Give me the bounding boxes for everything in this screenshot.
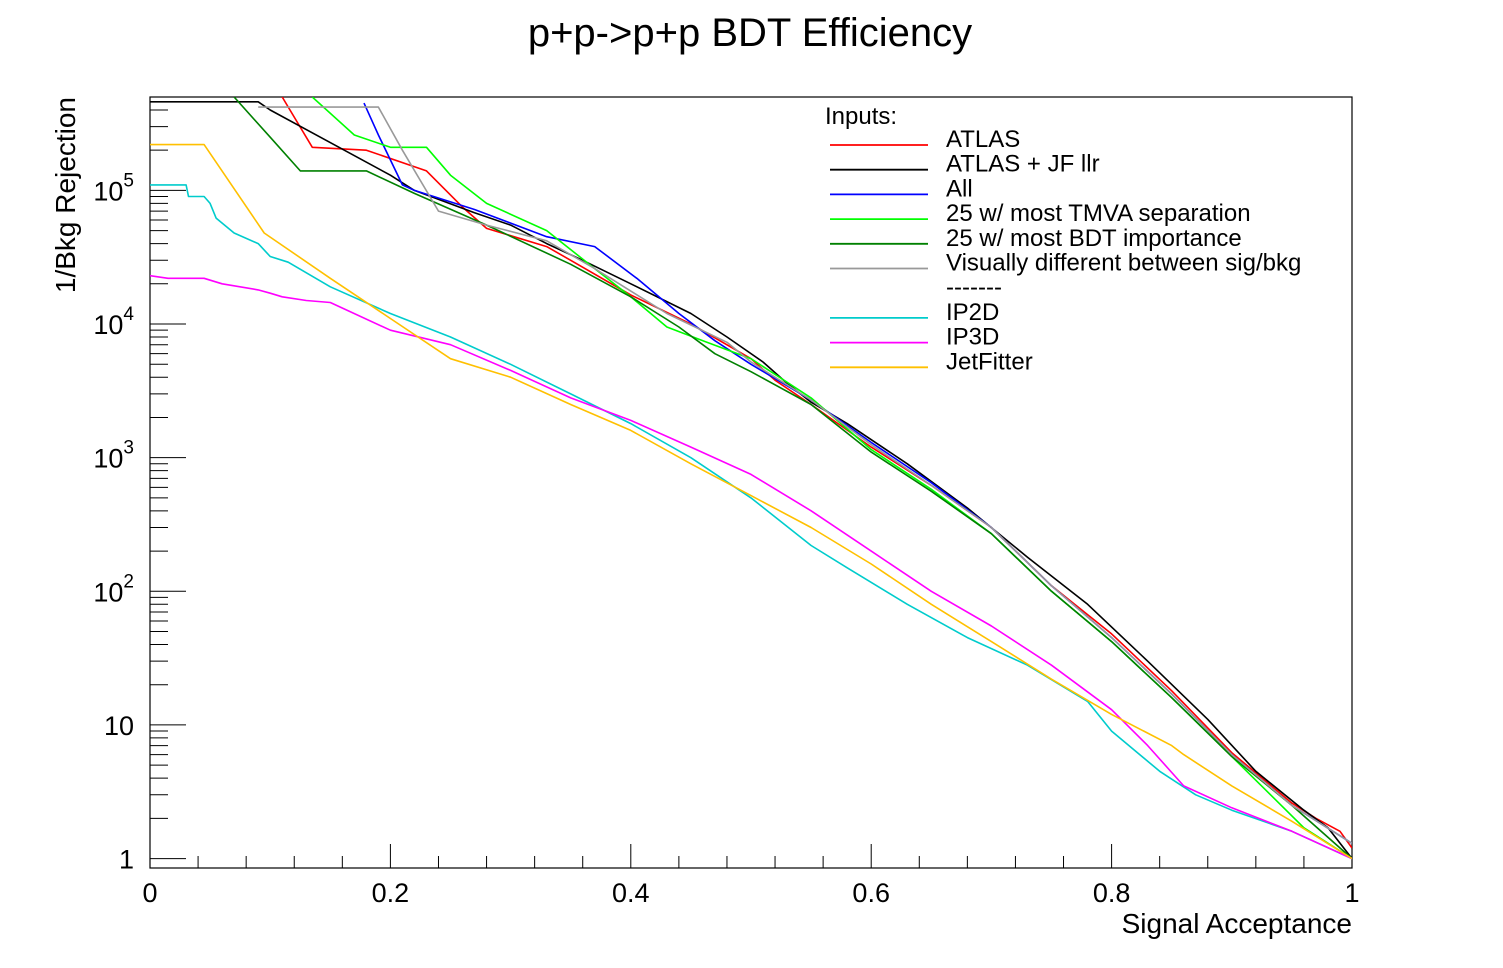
x-axis-tick-labels: 0 0.2 0.4 0.6 0.8 1 xyxy=(142,878,1359,908)
series-line-8 xyxy=(150,143,1352,860)
legend-entry-2: All xyxy=(946,175,973,202)
x-tick-label: 0.4 xyxy=(612,878,650,908)
legend-separator: ------- xyxy=(946,274,1002,301)
y-tick-label: 105 xyxy=(93,170,134,206)
legend-entry-1: ATLAS + JF llr xyxy=(946,151,1100,178)
series-line-4 xyxy=(233,97,1352,860)
y-axis-tick-labels: 1 10 102 103 104 105 xyxy=(93,170,134,874)
y-tick-label: 10 xyxy=(104,711,134,741)
y-tick-label: 102 xyxy=(93,571,134,607)
x-tick-label: 0.8 xyxy=(1093,878,1131,908)
x-tick-label: 0 xyxy=(142,878,157,908)
legend-header: Inputs: xyxy=(825,103,897,130)
x-axis-ticks xyxy=(149,844,1353,868)
legend-entry-7: IP3D xyxy=(946,324,999,351)
legend-entry-8: JetFitter xyxy=(946,348,1033,375)
y-tick-label: 104 xyxy=(93,304,134,340)
series-line-6 xyxy=(150,184,1352,860)
x-tick-label: 0.6 xyxy=(852,878,890,908)
x-axis-title: Signal Acceptance xyxy=(1122,908,1352,939)
series-lines xyxy=(150,97,1352,860)
series-line-0 xyxy=(281,97,1352,849)
x-tick-label: 1 xyxy=(1344,878,1359,908)
legend-entry-4: 25 w/ most BDT importance xyxy=(946,225,1242,252)
series-line-7 xyxy=(150,274,1352,860)
y-tick-label: 103 xyxy=(93,438,134,474)
y-tick-label: 1 xyxy=(119,845,134,875)
x-tick-label: 0.2 xyxy=(372,878,410,908)
y-axis-ticks xyxy=(150,96,186,860)
legend-entry-3: 25 w/ most TMVA separation xyxy=(946,200,1251,227)
y-axis-title: 1/Bkg Rejection xyxy=(50,97,81,293)
legend-entry-0: ATLAS xyxy=(946,126,1020,153)
plot-frame xyxy=(149,96,1353,869)
legend-entry-5: Visually different between sig/bkg xyxy=(946,250,1301,277)
legend-entry-6: IP2D xyxy=(946,299,999,326)
series-line-5 xyxy=(258,106,1352,844)
chart-title: p+p->p+p BDT Efficiency xyxy=(528,11,972,55)
